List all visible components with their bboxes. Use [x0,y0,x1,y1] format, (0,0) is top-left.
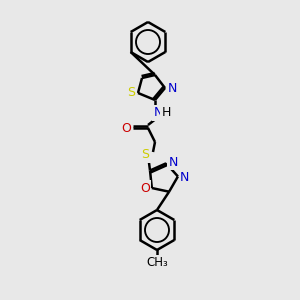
Text: N: N [167,82,177,94]
Text: S: S [127,86,135,100]
Text: O: O [121,122,131,134]
Text: N: N [168,156,178,169]
Text: O: O [140,182,150,194]
Text: N: N [153,106,163,119]
Text: N: N [180,171,190,184]
Text: S: S [141,148,149,161]
Text: H: H [161,106,171,119]
Text: CH₃: CH₃ [146,256,168,269]
